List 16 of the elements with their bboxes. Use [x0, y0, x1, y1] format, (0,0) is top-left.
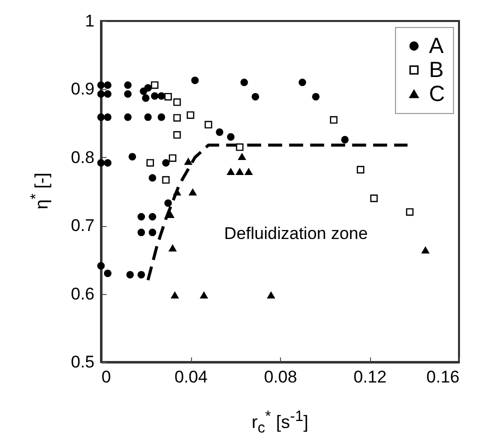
- y-tick-label: 0.9: [70, 80, 94, 99]
- y-tick-label: 0.5: [70, 352, 94, 372]
- x-tick-label: 0.12: [353, 368, 387, 386]
- legend-label: B: [429, 57, 444, 82]
- legend-label: A: [429, 33, 444, 58]
- x-tick-label: 0.08: [264, 368, 298, 386]
- x-tick-label: 0.04: [174, 368, 208, 386]
- x-axis-title: r$_{c}$$^{*}$ [s$^{-1}$]: [252, 408, 308, 437]
- x-tick-label: 0.16: [426, 368, 460, 386]
- y-tick-label: 1: [85, 12, 94, 30]
- x-tick-label: 0: [102, 368, 111, 386]
- y-tick-label: 0.6: [70, 284, 94, 304]
- annotation: Defluidization zone: [224, 224, 368, 243]
- legend-label: C: [429, 81, 445, 106]
- y-tick-label: 0.8: [70, 148, 94, 167]
- y-tick-label: 0.7: [70, 216, 94, 236]
